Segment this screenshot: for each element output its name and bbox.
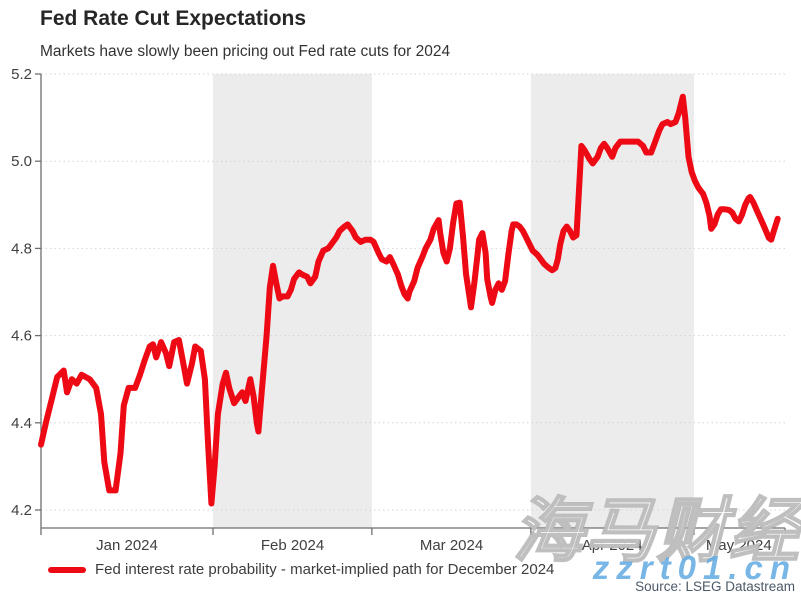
month-shaded-band (530, 74, 694, 528)
page-title: Fed Rate Cut Expectations (40, 7, 307, 30)
legend: Fed interest rate probability - market-i… (48, 561, 554, 578)
watermark-cjk-text: 海马财经 (512, 492, 801, 570)
legend-line-swatch (48, 566, 86, 573)
x-axis-month-label: Feb 2024 (261, 537, 324, 554)
legend-label: Fed interest rate probability - market-i… (95, 561, 555, 578)
x-axis-month-label: Apr 2024 (582, 537, 643, 554)
fed-rate-probability-line (38, 93, 781, 507)
watermark-url-text: zzrt01.cn (592, 549, 797, 586)
x-axis-month-label: Jan 2024 (96, 537, 158, 554)
page-subtitle: Markets have slowly been pricing out Fed… (40, 43, 451, 60)
y-axis-tick-label: 4.4 (11, 415, 32, 432)
y-axis-tick-label: 5.0 (11, 153, 32, 170)
y-axis-tick-label: 4.8 (11, 240, 32, 257)
x-axis-month-label: May 2024 (706, 537, 772, 554)
y-axis-tick-label: 5.2 (11, 66, 32, 83)
source-attribution: Source: LSEG Datastream (635, 579, 795, 594)
x-axis-month-label: Mar 2024 (420, 537, 483, 554)
y-axis-tick-label: 4.2 (11, 502, 32, 519)
month-shaded-band (213, 74, 372, 528)
y-axis-tick-label: 4.6 (11, 328, 32, 345)
